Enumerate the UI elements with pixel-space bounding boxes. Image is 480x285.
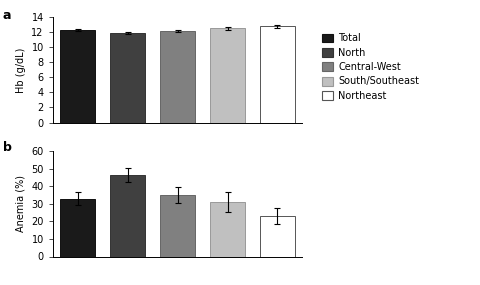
Text: a: a: [3, 9, 12, 22]
Bar: [260, 26, 295, 123]
Bar: [260, 216, 295, 256]
Bar: [160, 195, 195, 256]
Bar: [110, 175, 145, 256]
Y-axis label: Hb (g/dL): Hb (g/dL): [16, 47, 26, 93]
Bar: [160, 31, 195, 123]
Text: b: b: [3, 141, 12, 154]
Bar: [110, 33, 145, 123]
Bar: [210, 202, 245, 256]
Legend: Total, North, Central-West, South/Southeast, Northeast: Total, North, Central-West, South/Southe…: [322, 33, 419, 101]
Y-axis label: Anemia (%): Anemia (%): [16, 175, 26, 232]
Bar: [60, 30, 95, 123]
Bar: [210, 28, 245, 123]
Bar: [60, 198, 95, 256]
